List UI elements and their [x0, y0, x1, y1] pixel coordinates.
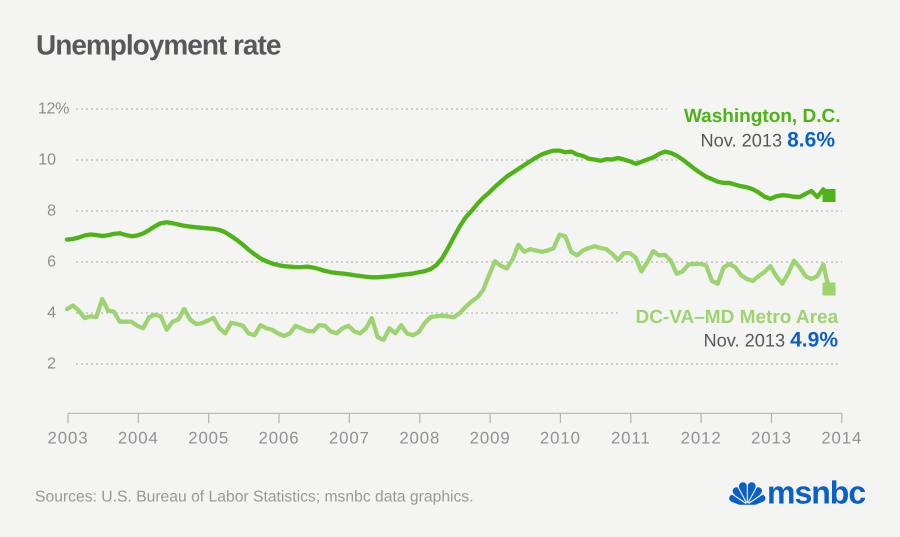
svg-text:Sources: U.S. Bureau of Labor: Sources: U.S. Bureau of Labor Statistics… — [35, 489, 474, 506]
svg-text:2014: 2014 — [821, 429, 862, 448]
svg-text:2005: 2005 — [188, 429, 229, 448]
svg-text:2012: 2012 — [681, 429, 722, 448]
svg-text:Washington, D.C.: Washington, D.C. — [684, 106, 841, 127]
svg-text:DC-VA–MD Metro Area: DC-VA–MD Metro Area — [635, 307, 838, 328]
svg-text:Nov. 2013 4.9%: Nov. 2013 4.9% — [704, 329, 839, 352]
svg-text:msnbc: msnbc — [767, 475, 865, 511]
svg-text:2011: 2011 — [611, 429, 651, 448]
svg-text:4: 4 — [47, 304, 56, 321]
svg-text:10: 10 — [38, 151, 56, 168]
svg-text:6: 6 — [47, 253, 56, 270]
svg-text:8: 8 — [47, 202, 56, 219]
svg-text:12%: 12% — [38, 100, 69, 117]
svg-text:Unemployment rate: Unemployment rate — [36, 30, 281, 61]
svg-text:2008: 2008 — [399, 429, 440, 448]
svg-text:2006: 2006 — [259, 429, 300, 448]
svg-text:2007: 2007 — [329, 429, 370, 448]
svg-text:2004: 2004 — [118, 429, 159, 448]
svg-text:2009: 2009 — [470, 429, 511, 448]
svg-text:Nov. 2013 8.6%: Nov. 2013 8.6% — [701, 129, 836, 152]
svg-text:2003: 2003 — [48, 429, 89, 448]
svg-text:2013: 2013 — [751, 429, 792, 448]
svg-text:2010: 2010 — [540, 429, 581, 448]
svg-text:2: 2 — [47, 355, 56, 372]
